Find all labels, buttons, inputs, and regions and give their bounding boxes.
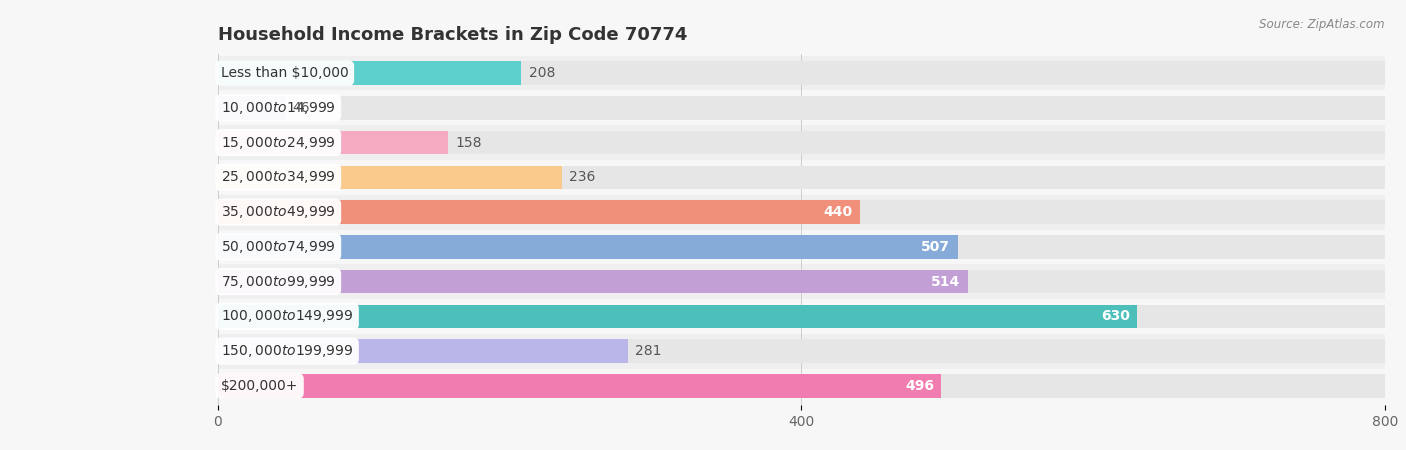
Bar: [218, 96, 285, 120]
Bar: [218, 334, 1385, 369]
Text: 514: 514: [931, 274, 960, 288]
Text: 496: 496: [905, 379, 934, 393]
Bar: [218, 339, 1385, 363]
Text: 281: 281: [636, 344, 662, 358]
Text: 236: 236: [569, 171, 596, 184]
Bar: [218, 160, 1385, 195]
Bar: [218, 200, 860, 224]
Text: $10,000 to $14,999: $10,000 to $14,999: [221, 100, 336, 116]
Text: $150,000 to $199,999: $150,000 to $199,999: [221, 343, 353, 359]
Bar: [218, 90, 1385, 125]
Bar: [218, 61, 522, 85]
Text: $25,000 to $34,999: $25,000 to $34,999: [221, 169, 336, 185]
Bar: [218, 96, 1385, 120]
Text: 630: 630: [1101, 310, 1129, 324]
Text: $35,000 to $49,999: $35,000 to $49,999: [221, 204, 336, 220]
Bar: [218, 270, 967, 293]
Bar: [218, 200, 1385, 224]
Text: 158: 158: [456, 135, 482, 149]
Text: $15,000 to $24,999: $15,000 to $24,999: [221, 135, 336, 151]
Text: 208: 208: [529, 66, 555, 80]
Text: 440: 440: [824, 205, 852, 219]
Text: Less than $10,000: Less than $10,000: [221, 66, 349, 80]
Bar: [218, 131, 1385, 154]
Bar: [218, 61, 1385, 85]
Text: $50,000 to $74,999: $50,000 to $74,999: [221, 239, 336, 255]
Bar: [218, 131, 449, 154]
Bar: [218, 56, 1385, 90]
Bar: [218, 195, 1385, 230]
Bar: [218, 305, 1137, 328]
Bar: [218, 166, 562, 189]
Bar: [218, 299, 1385, 334]
Text: Household Income Brackets in Zip Code 70774: Household Income Brackets in Zip Code 70…: [218, 26, 688, 44]
Bar: [218, 264, 1385, 299]
Text: 46: 46: [292, 101, 309, 115]
Bar: [218, 339, 628, 363]
Bar: [218, 166, 1385, 189]
Text: 507: 507: [921, 240, 950, 254]
Bar: [218, 270, 1385, 293]
Bar: [218, 369, 1385, 403]
Bar: [218, 374, 1385, 398]
Bar: [218, 235, 1385, 259]
Bar: [218, 374, 942, 398]
Text: $75,000 to $99,999: $75,000 to $99,999: [221, 274, 336, 290]
Bar: [218, 125, 1385, 160]
Text: $200,000+: $200,000+: [221, 379, 298, 393]
Bar: [218, 305, 1385, 328]
Text: $100,000 to $149,999: $100,000 to $149,999: [221, 308, 353, 324]
Text: Source: ZipAtlas.com: Source: ZipAtlas.com: [1260, 18, 1385, 31]
Bar: [218, 235, 957, 259]
Bar: [218, 230, 1385, 264]
